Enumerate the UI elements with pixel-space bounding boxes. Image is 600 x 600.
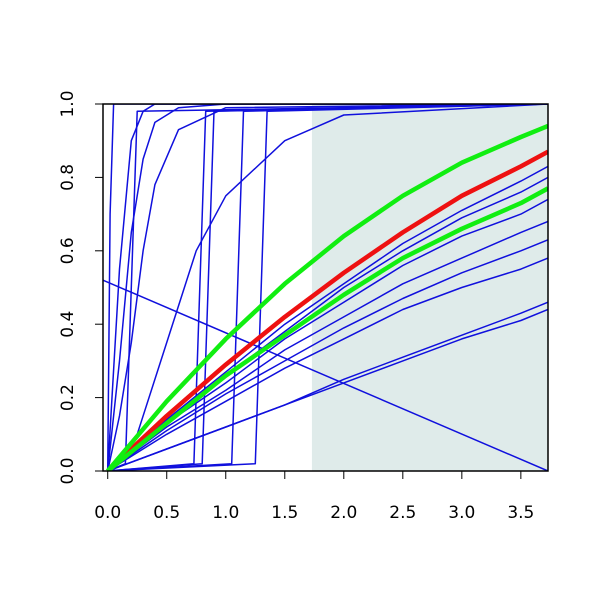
y-tick-label: 0.4	[58, 311, 78, 338]
x-tick-label: 2.5	[389, 503, 416, 523]
x-tick-label: 0.5	[153, 503, 180, 523]
curve	[106, 104, 548, 471]
curve	[107, 220, 548, 471]
curve	[106, 104, 548, 471]
y-tick-label: 1.0	[58, 90, 78, 117]
shaded-region	[311, 104, 548, 471]
curve	[106, 186, 548, 471]
x-tick-label: 1.5	[271, 503, 298, 523]
plot-box	[102, 103, 549, 472]
x-tick-label: 3.5	[507, 503, 534, 523]
curve	[106, 149, 548, 471]
x-tick-label: 3.0	[448, 503, 475, 523]
curve	[105, 123, 548, 471]
x-tick-label: 0.0	[94, 503, 121, 523]
curve	[107, 165, 548, 471]
y-tick-label: 0.2	[58, 384, 78, 411]
y-tick-label: 0.0	[58, 457, 78, 484]
curve	[107, 104, 548, 471]
curve	[107, 104, 548, 471]
curve	[107, 239, 548, 471]
y-tick-label: 0.6	[58, 237, 78, 264]
x-tick-label: 1.0	[212, 503, 239, 523]
y-tick-label: 0.8	[58, 164, 78, 191]
x-tick-label: 2.0	[330, 503, 357, 523]
curve	[107, 257, 548, 471]
